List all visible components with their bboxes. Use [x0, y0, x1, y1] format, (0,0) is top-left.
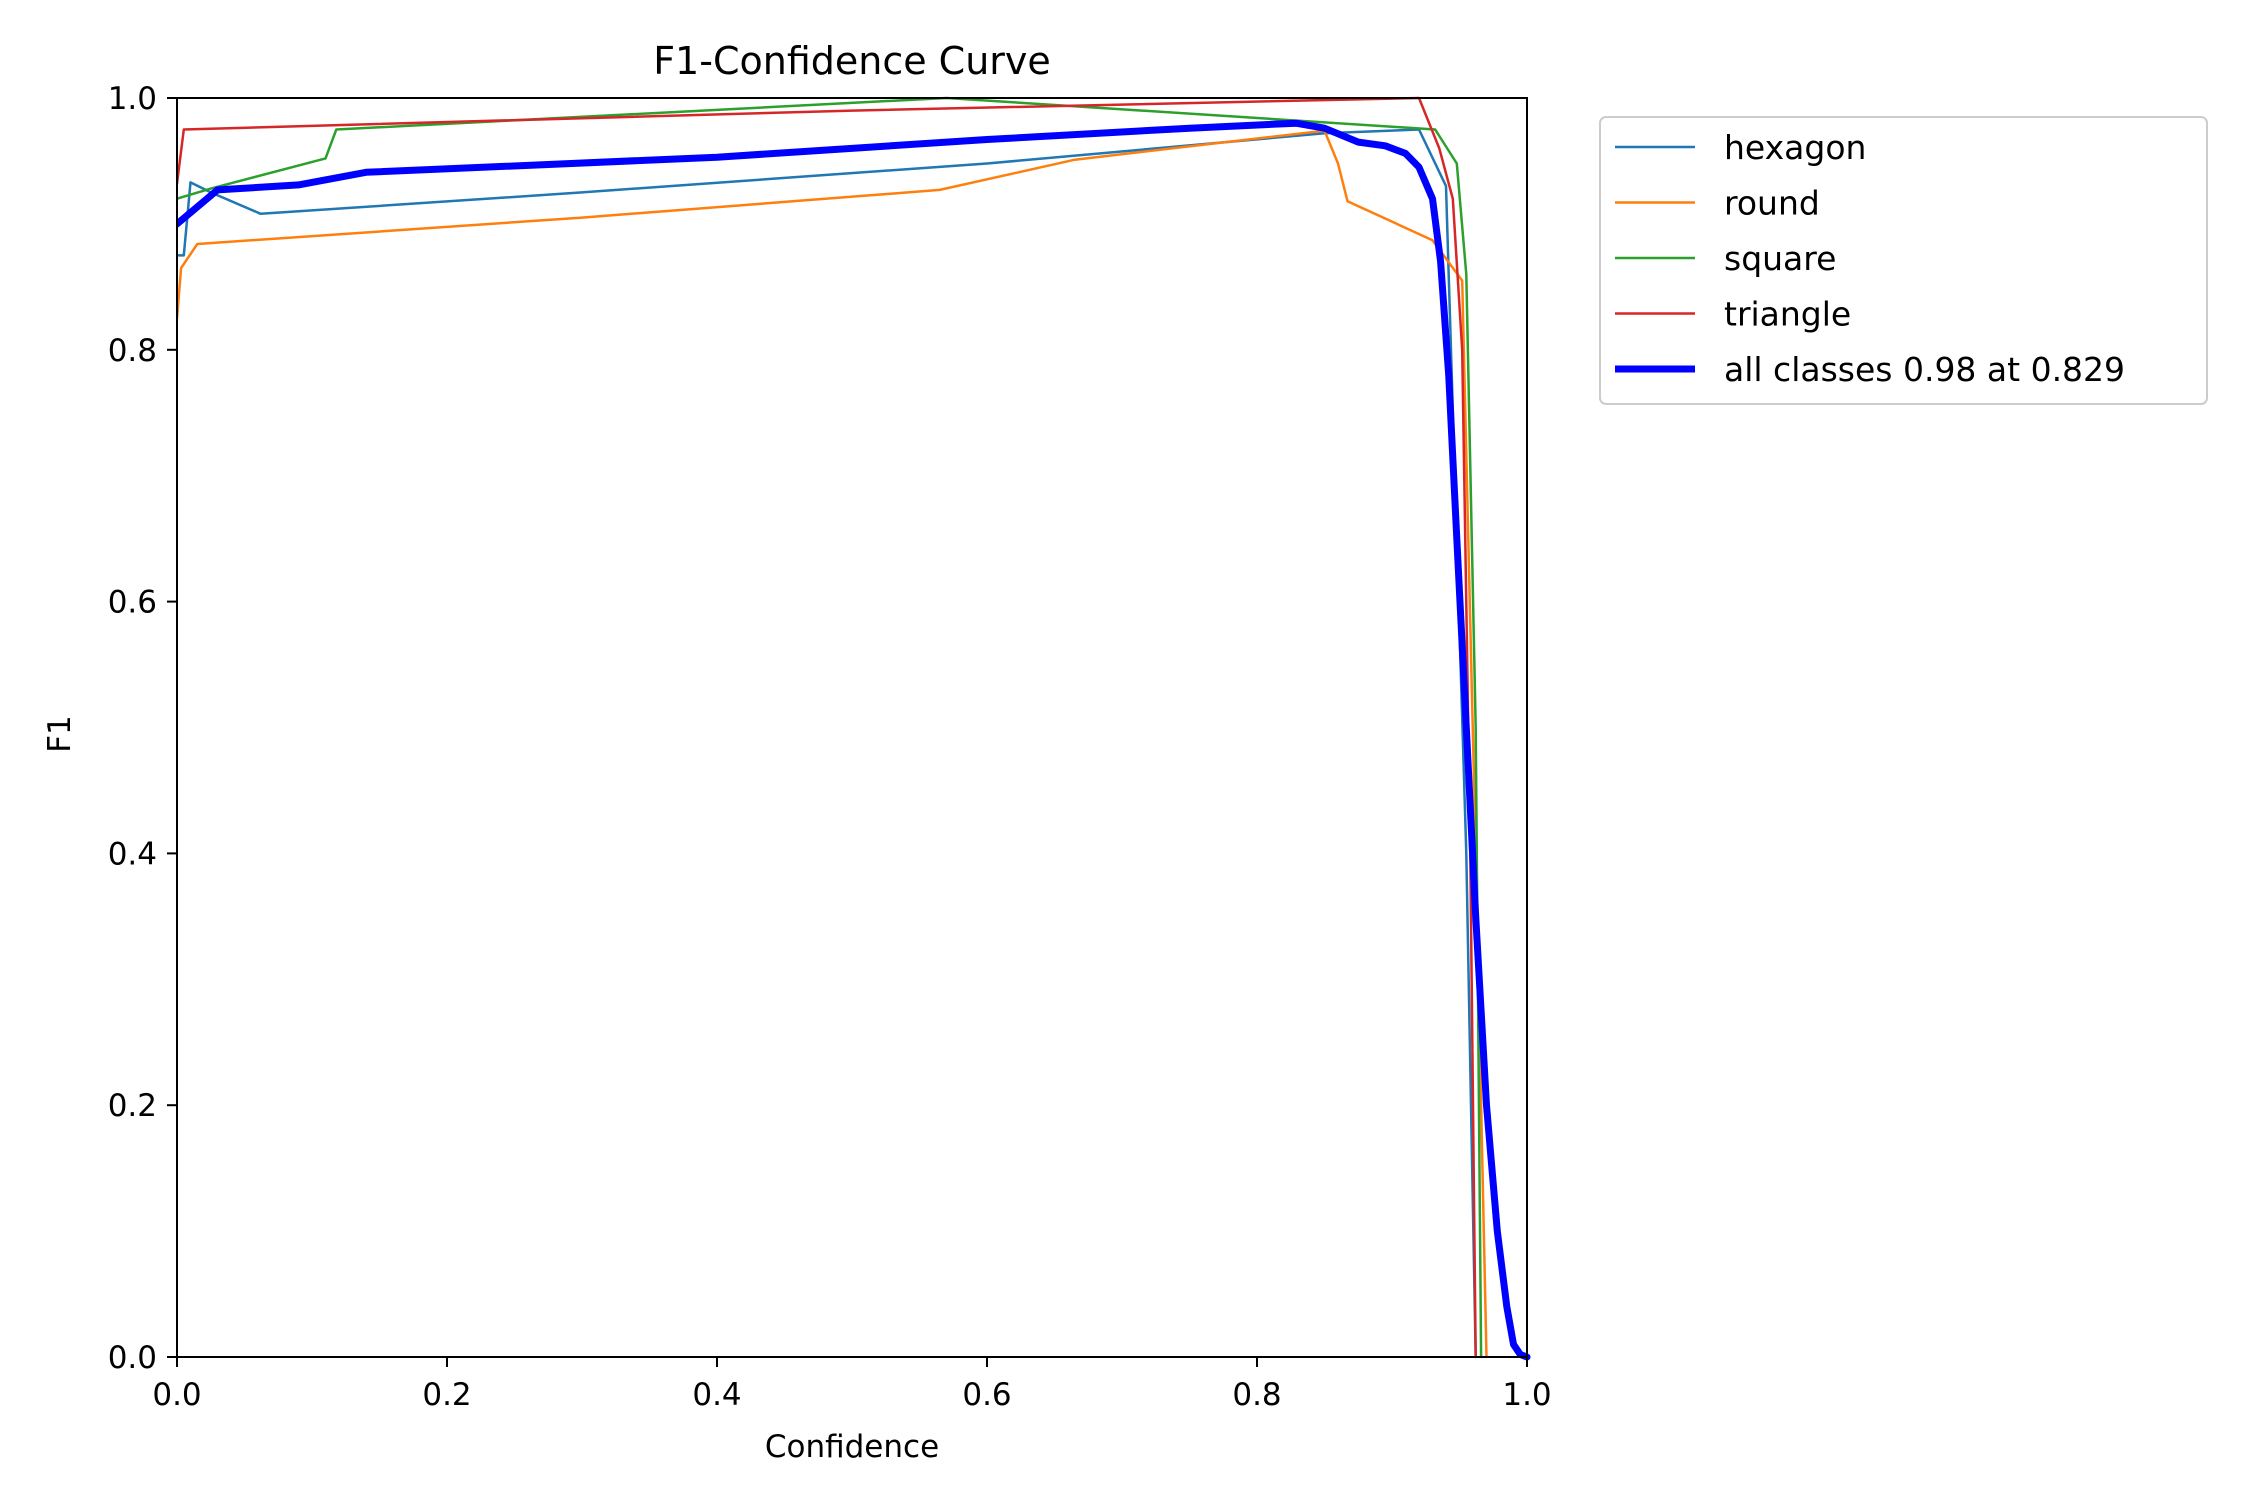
y-tick-label: 0.6 — [108, 585, 157, 621]
legend-label-2: square — [1724, 239, 1836, 278]
y-axis-ticks: 0.0 0.2 0.4 0.6 0.8 1.0 — [108, 81, 177, 1376]
y-tick-label: 0.8 — [108, 333, 157, 369]
legend-label-0: hexagon — [1724, 128, 1866, 167]
y-tick-label: 0.4 — [108, 836, 157, 872]
legend: hexagon round square triangle all classes 0.… — [1599, 116, 2208, 405]
y-axis-label: F1 — [42, 715, 78, 753]
series-line-2 — [177, 96, 1483, 1359]
x-tick-label: 0.0 — [152, 1377, 201, 1413]
series-lines — [177, 96, 1531, 1361]
chart-title: F1-Confidence Curve — [653, 39, 1051, 83]
y-tick-label: 0.0 — [108, 1340, 157, 1376]
x-axis-ticks: 0.0 0.2 0.4 0.6 0.8 1.0 — [152, 1357, 1552, 1413]
x-axis-label: Confidence — [765, 1429, 939, 1465]
legend-label-3: triangle — [1724, 295, 1851, 334]
series-line-4 — [177, 119, 1531, 1361]
plot-area — [176, 96, 1531, 1361]
plot-frame — [176, 97, 1528, 1358]
legend-box — [1599, 116, 2208, 405]
x-tick-label: 0.2 — [422, 1377, 471, 1413]
x-tick-label: 0.6 — [962, 1377, 1011, 1413]
x-tick-label: 0.4 — [692, 1377, 741, 1413]
legend-label-4: all classes 0.98 at 0.829 — [1724, 350, 2125, 389]
legend-label-1: round — [1724, 184, 1820, 223]
y-tick-label: 1.0 — [108, 81, 157, 117]
x-tick-label: 0.8 — [1232, 1377, 1281, 1413]
x-tick-label: 1.0 — [1502, 1377, 1551, 1413]
y-tick-label: 0.2 — [108, 1088, 157, 1124]
